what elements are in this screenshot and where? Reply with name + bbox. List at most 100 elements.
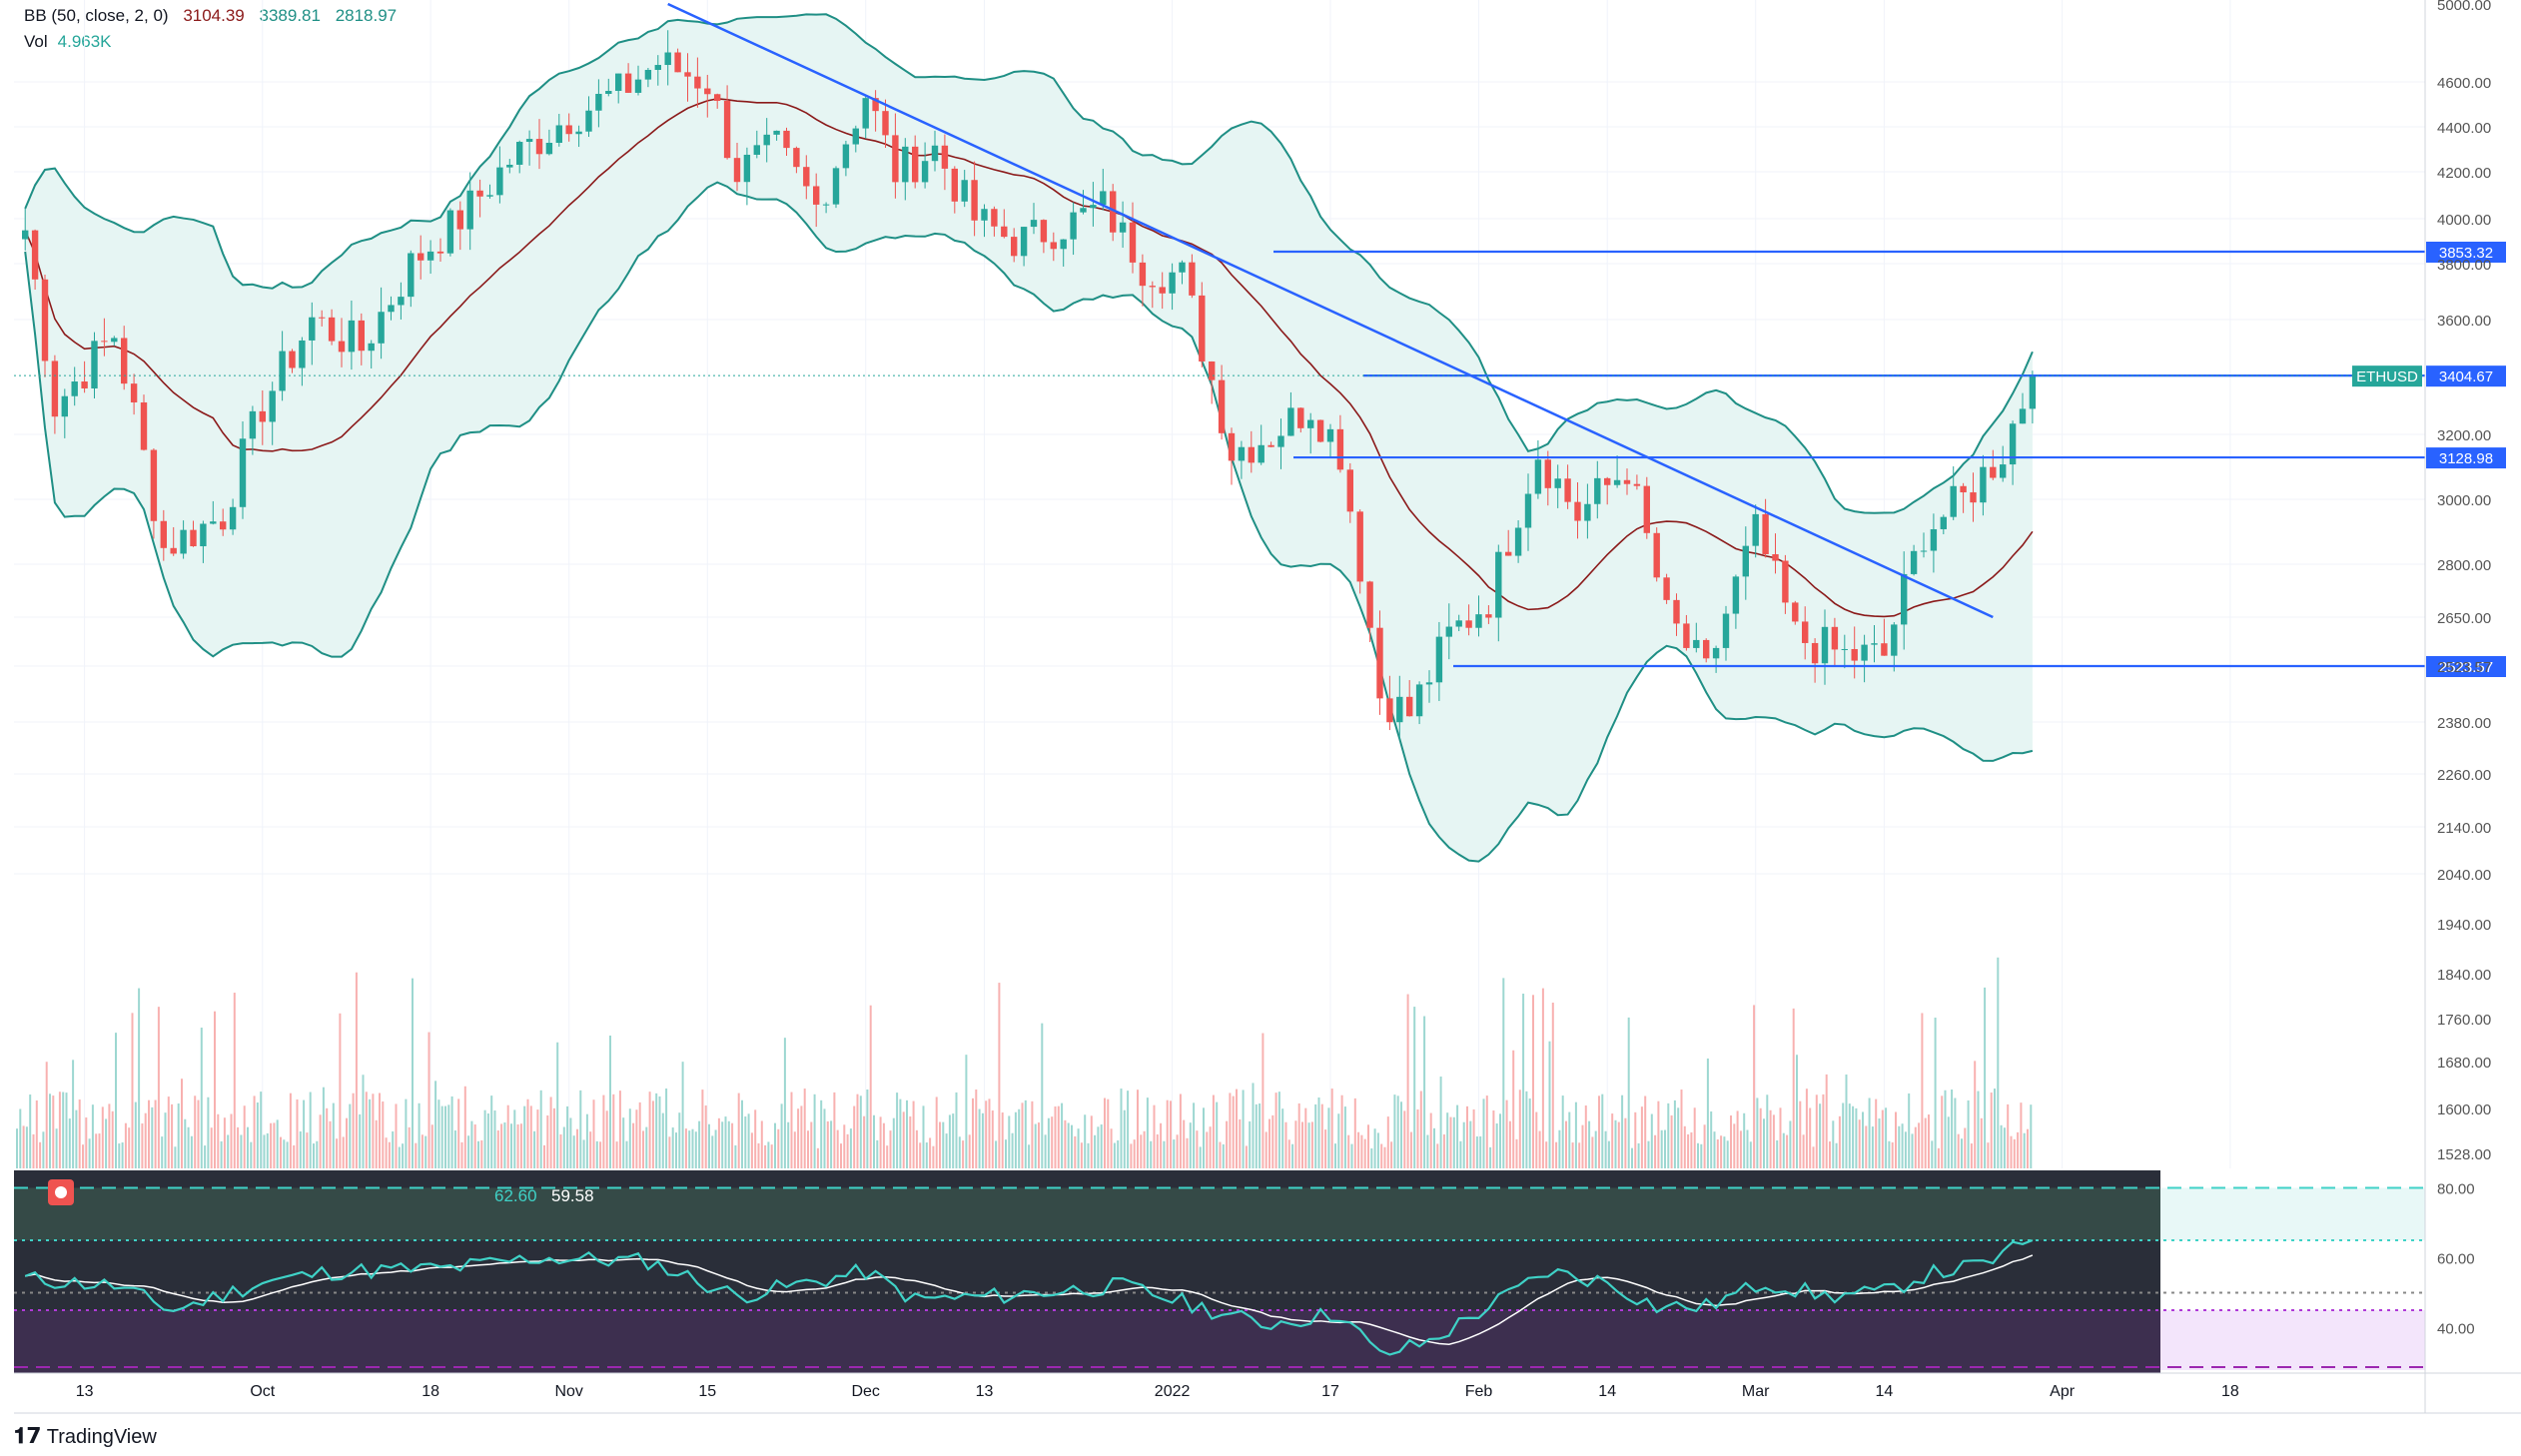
x-tick-label: Apr: [2050, 1383, 2076, 1400]
volume-bar: [1588, 1120, 1591, 1168]
volume-bar: [1924, 1117, 1927, 1168]
volume-bar: [1941, 1095, 1944, 1168]
volume-bar: [1261, 1033, 1264, 1168]
volume-bar: [1337, 1113, 1340, 1168]
candle-body: [1693, 639, 1700, 648]
horizontal-lines[interactable]: 3853.32 3404.67 3128.98 2523.57 ETHUSD: [14, 242, 2506, 677]
volume-bar: [807, 1130, 809, 1168]
candle-body: [595, 93, 602, 111]
volume-bar: [1044, 1134, 1047, 1168]
volume-bar: [2023, 1132, 2026, 1168]
candle-body: [1238, 446, 1246, 461]
volume-bar: [1301, 1121, 1303, 1168]
volume-bar: [190, 1135, 193, 1168]
volume-bar: [339, 1013, 342, 1168]
candle-body: [1604, 477, 1611, 485]
volume-bar: [1858, 1119, 1861, 1168]
candle-body: [229, 506, 237, 530]
candle-body: [1277, 435, 1284, 447]
trendline[interactable]: [667, 2, 1994, 619]
candle-body: [1248, 446, 1255, 463]
volume-bar: [187, 1126, 190, 1168]
volume-bar: [1067, 1122, 1070, 1168]
x-tick-label: Feb: [1465, 1383, 1493, 1400]
time-axis[interactable]: 13 Oct 18 Nov 15 Dec 13 2022 17 Feb 14 Mar 14 Apr 18: [14, 1372, 2521, 1414]
volume-bar: [250, 1141, 253, 1168]
volume-bar: [1713, 1131, 1716, 1168]
volume-bar: [1522, 993, 1525, 1168]
candle-body: [309, 317, 316, 341]
price-axis[interactable]: 5000.00 4600.00 4400.00 4200.00 4000.00 3800.…: [2424, 0, 2491, 1413]
volume-bar: [803, 1089, 806, 1168]
y-tick-label: 1680.00: [2437, 1055, 2491, 1072]
volume-bar: [131, 1013, 134, 1168]
candle-body: [506, 164, 513, 168]
volume-bar: [171, 1103, 174, 1168]
candle-body: [111, 338, 118, 343]
volume-bar: [395, 1103, 398, 1168]
candle-body: [1258, 444, 1264, 463]
candle-body: [358, 320, 365, 352]
volume-bar: [955, 1092, 958, 1168]
volume-bar: [968, 1134, 971, 1168]
volume-bar: [214, 1011, 216, 1168]
volume-bar: [572, 1135, 575, 1168]
candle-body: [150, 449, 158, 521]
candle-body: [1891, 624, 1898, 656]
volume-bar: [1558, 1129, 1561, 1168]
volume-bar: [1071, 1124, 1073, 1168]
volume-bar: [1274, 1092, 1277, 1168]
volume-bar: [1156, 1133, 1159, 1168]
volume-bar: [1703, 1124, 1706, 1168]
candle-body: [1811, 642, 1819, 664]
volume-bar: [1014, 1111, 1017, 1168]
volume-bar: [1802, 1134, 1805, 1168]
volume-bar: [962, 1140, 965, 1168]
volume-bar: [405, 1098, 408, 1168]
volume-bar: [1209, 1126, 1212, 1168]
volume-bar: [1360, 1134, 1363, 1168]
volume-bar: [1449, 1116, 1452, 1168]
volume-bar: [1196, 1130, 1199, 1168]
volume-bar: [1716, 1139, 1719, 1168]
volume-bar: [519, 1123, 522, 1168]
candle-body: [704, 88, 711, 95]
volume-bar: [1038, 1122, 1040, 1168]
candle-body: [259, 410, 266, 422]
candle-body: [1762, 513, 1769, 555]
volume-bar: [359, 1113, 362, 1168]
volume-bar: [1918, 1122, 1921, 1168]
volume-bar: [1581, 1124, 1584, 1168]
candle-body: [1455, 620, 1462, 627]
volume-bar: [161, 1136, 164, 1168]
volume-bar: [1525, 1091, 1528, 1168]
volume-bar: [1690, 1131, 1693, 1168]
volume-bar: [939, 1121, 941, 1168]
volume-bar: [1245, 1145, 1248, 1168]
volume-bar: [902, 1111, 905, 1168]
volume-bar: [1980, 1117, 1983, 1168]
volume-bar: [1895, 1111, 1897, 1168]
volume-bar: [29, 1094, 32, 1168]
bb-basis-value: 3104.39: [183, 6, 245, 25]
candle-body: [1495, 551, 1502, 618]
rsi-line: [24, 1238, 2034, 1356]
rsi-tick-label: 60.00: [2437, 1251, 2475, 1268]
candle-body: [51, 361, 59, 417]
candle-body: [1564, 478, 1571, 502]
volume-bar: [1140, 1134, 1143, 1168]
candle-body: [1316, 419, 1324, 442]
volume-bar: [579, 1090, 582, 1168]
volume-bar: [1314, 1103, 1317, 1168]
volume-bar: [1551, 1003, 1554, 1168]
candle-body: [220, 521, 227, 530]
volume-bar: [181, 1079, 183, 1168]
volume-bar: [869, 1005, 872, 1168]
candle-body: [1129, 222, 1137, 263]
candle-body: [803, 167, 810, 187]
volume-bar: [1654, 1134, 1657, 1168]
y-tick-label: 2380.00: [2437, 715, 2491, 732]
volume-bar: [470, 1120, 473, 1168]
volume-bar: [1908, 1092, 1911, 1168]
